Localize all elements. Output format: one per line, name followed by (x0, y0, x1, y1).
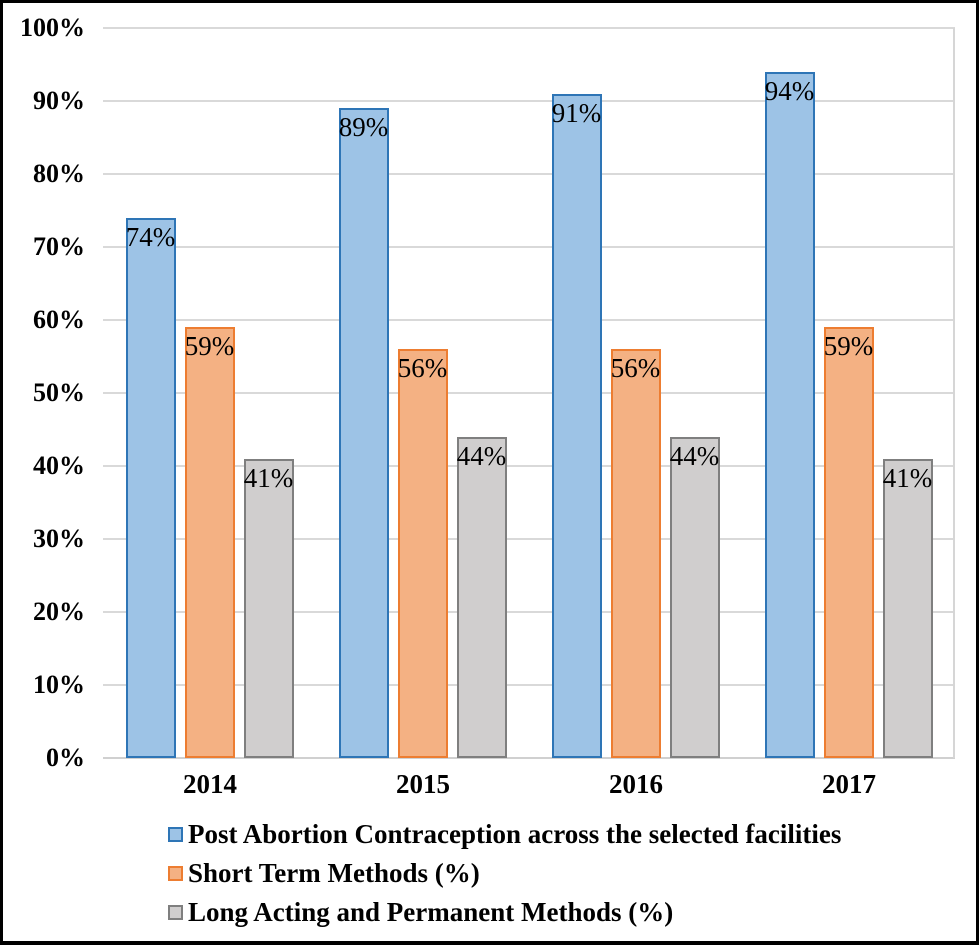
bar: 41% (243, 458, 294, 758)
category-group: 74% 59% 41% (103, 28, 316, 758)
gridline (103, 319, 955, 321)
category-group: 91% 56% 44% (529, 28, 742, 758)
y-tick-label: 10% (33, 670, 85, 699)
gridline (103, 465, 955, 467)
gridline (103, 27, 955, 29)
bar-data-label: 89% (338, 112, 389, 143)
bar-data-label: 94% (764, 75, 815, 106)
legend-marker-icon (168, 865, 183, 881)
legend-item: Long Acting and Permanent Methods (%) (168, 896, 841, 927)
bar: 89% (338, 108, 389, 758)
x-tick-label: 2017 (822, 769, 876, 799)
x-tick-label: 2016 (609, 769, 663, 799)
y-tick-label: 90% (33, 86, 85, 115)
category-group: 94% 59% 41% (742, 28, 955, 758)
legend-item: Post Abortion Contraception across the s… (168, 818, 842, 849)
legend-marker-icon (168, 826, 183, 842)
y-tick-label: 100% (20, 13, 85, 42)
bar: 59% (823, 327, 874, 758)
bar-data-label: 56% (610, 353, 661, 384)
bar: 41% (882, 458, 933, 758)
legend-item: Short Term Methods (%) (168, 857, 841, 888)
bar: 91% (551, 93, 602, 758)
bar: 44% (456, 436, 507, 758)
legend-marker-icon (168, 904, 183, 920)
bar: 74% (125, 217, 176, 758)
bar: 59% (184, 327, 235, 758)
gridline (103, 538, 955, 540)
x-tick-label: 2015 (396, 769, 450, 799)
y-tick-label: 80% (33, 159, 85, 188)
bar-data-label: 59% (184, 331, 235, 362)
gridline (103, 100, 955, 102)
gridline (103, 246, 955, 248)
y-tick-label: 30% (33, 524, 85, 553)
y-tick-label: 20% (33, 597, 85, 626)
legend: Post Abortion Contraception across the s… (168, 818, 842, 937)
gridline (103, 392, 955, 394)
bar-data-label: 41% (243, 462, 294, 493)
gridline (103, 173, 955, 175)
legend-label: Post Abortion Contraception across the s… (188, 818, 842, 849)
y-tick-label: 60% (33, 305, 85, 334)
bar-data-label: 44% (669, 440, 720, 471)
x-tick-label: 2014 (183, 769, 237, 799)
bar: 56% (610, 349, 661, 758)
gridline (103, 611, 955, 613)
category-group: 89% 56% 44% (316, 28, 529, 758)
bar: 44% (669, 436, 720, 758)
bar: 94% (764, 71, 815, 758)
bar-data-label: 91% (551, 97, 602, 128)
bar-data-label: 56% (397, 353, 448, 384)
legend-label: Long Acting and Permanent Methods (%) (188, 896, 674, 927)
plot-right-border (953, 28, 955, 758)
bar: 56% (397, 349, 448, 758)
y-tick-label: 40% (33, 451, 85, 480)
y-tick-label: 70% (33, 232, 85, 261)
y-tick-label: 0% (46, 743, 85, 772)
bar-data-label: 59% (823, 331, 874, 362)
bar-data-label: 41% (882, 462, 933, 493)
y-tick-label: 50% (33, 378, 85, 407)
legend-label: Short Term Methods (%) (188, 857, 480, 888)
x-axis-line (103, 757, 955, 759)
bar-groups: 74% 59% 41% 89% 56% 44% 91% 56% 44% 94% 59% 41% (103, 28, 955, 758)
bar-data-label: 44% (456, 440, 507, 471)
plot-area: 74% 59% 41% 89% 56% 44% 91% 56% 44% 94% 59% 41% (103, 27, 955, 759)
gridline (103, 684, 955, 686)
bar-data-label: 74% (125, 221, 176, 252)
